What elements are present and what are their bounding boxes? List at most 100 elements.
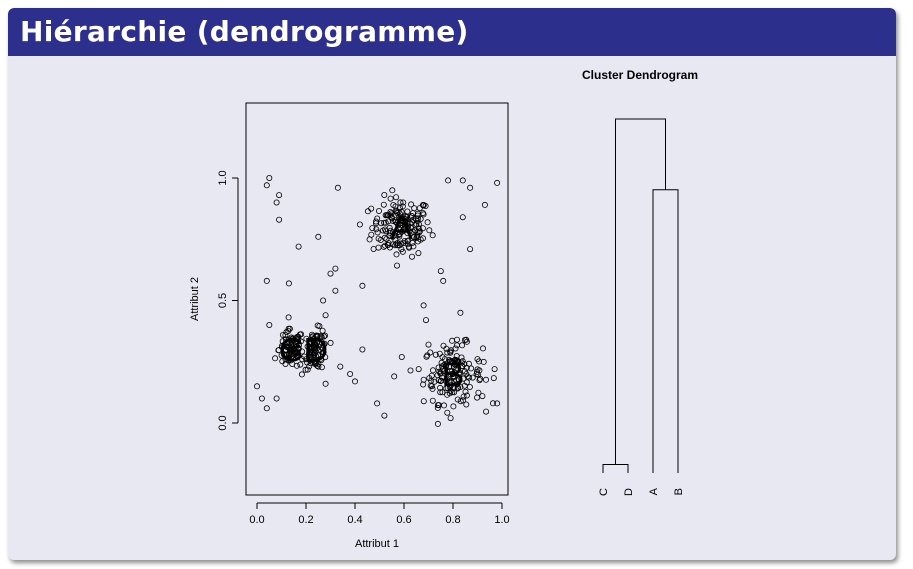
dendrogram-links — [602, 118, 679, 473]
data-point-D — [308, 339, 315, 346]
data-point-A — [405, 243, 412, 250]
data-point-B — [434, 404, 441, 411]
data-point-D — [320, 333, 327, 340]
data-point-B — [479, 345, 486, 352]
x-tick-label: 0.4 — [347, 514, 362, 526]
data-point-B — [434, 420, 441, 427]
data-point-B — [453, 377, 460, 384]
data-point-B — [482, 376, 489, 383]
x-tick-label: 0.8 — [445, 514, 460, 526]
data-point-B — [489, 400, 496, 407]
dendrogram-link-1 — [602, 464, 629, 473]
data-point-C — [279, 331, 286, 338]
data-point-B — [463, 392, 470, 399]
data-point-D — [313, 357, 320, 364]
data-point-C — [295, 342, 302, 349]
data-point-B — [453, 336, 460, 343]
data-point-A — [373, 226, 380, 233]
data-point-noise — [437, 268, 444, 275]
data-point-A — [393, 262, 400, 269]
data-point-A — [419, 225, 426, 232]
y-tick-label: 0.0 — [217, 415, 229, 430]
data-point-B — [438, 359, 445, 366]
data-point-B — [461, 368, 468, 375]
data-point-A — [372, 218, 379, 225]
data-point-A — [415, 221, 422, 228]
data-point-A — [413, 235, 420, 242]
data-point-B — [429, 385, 436, 392]
slide-title: Hiérarchie (dendrogramme) — [20, 15, 469, 48]
data-point-A — [398, 221, 405, 228]
y-axis: 0.0 0.5 1.0 — [217, 170, 239, 431]
data-point-noise — [481, 201, 488, 208]
data-point-B — [434, 372, 441, 379]
data-point-B — [429, 397, 436, 404]
data-point-A — [414, 229, 421, 236]
data-point-A — [374, 229, 381, 236]
data-point-C — [285, 314, 292, 321]
data-point-noise — [494, 400, 501, 407]
data-point-B — [459, 358, 466, 365]
dendrogram-leaf-B: B — [673, 488, 685, 495]
data-point-D — [304, 366, 311, 373]
data-point-D — [316, 323, 323, 330]
dendrogram-leaf-A: A — [648, 487, 660, 495]
data-point-A — [383, 228, 390, 235]
data-point-B — [429, 367, 436, 374]
data-point-B — [473, 371, 480, 378]
data-point-A — [381, 226, 388, 233]
plot-frame — [245, 102, 509, 496]
x-tick-label: 0.0 — [249, 514, 264, 526]
data-point-C — [278, 352, 285, 359]
data-point-A — [388, 215, 395, 222]
data-point-D — [314, 352, 321, 359]
data-point-A — [408, 201, 415, 208]
data-point-B — [449, 389, 456, 396]
data-point-B — [463, 371, 470, 378]
data-point-noise — [253, 383, 260, 390]
data-point-B — [437, 384, 444, 391]
data-point-A — [413, 221, 420, 228]
data-point-noise — [276, 192, 283, 199]
data-point-B — [426, 375, 433, 382]
data-point-C — [283, 328, 290, 335]
data-point-A — [390, 201, 397, 208]
data-point-noise — [266, 321, 273, 328]
data-point-A — [394, 242, 401, 249]
data-point-noise — [351, 378, 358, 385]
data-point-B — [476, 377, 483, 384]
data-point-C — [296, 331, 303, 338]
data-point-A — [419, 201, 426, 208]
data-point-B — [438, 363, 445, 370]
data-point-A — [397, 224, 404, 231]
data-point-A — [366, 236, 373, 243]
data-point-A — [381, 191, 388, 198]
data-point-noise — [273, 199, 280, 206]
data-point-D — [304, 359, 311, 366]
data-point-A — [375, 207, 382, 214]
data-point-noise — [381, 412, 388, 419]
data-point-B — [398, 353, 405, 360]
data-point-noise — [356, 221, 363, 228]
data-point-A — [377, 236, 384, 243]
data-point-B — [480, 358, 487, 365]
y-tick-label: 1.0 — [217, 170, 229, 185]
data-point-A — [397, 215, 404, 222]
data-point-A — [381, 219, 388, 226]
data-point-A — [403, 213, 410, 220]
data-point-noise — [263, 277, 270, 284]
data-point-B — [420, 398, 427, 405]
data-point-B — [458, 359, 465, 366]
data-point-C — [289, 335, 296, 342]
data-point-A — [393, 251, 400, 258]
data-point-noise — [422, 317, 429, 324]
data-point-B — [462, 388, 469, 395]
data-point-A — [387, 208, 394, 215]
data-point-noise — [459, 214, 466, 221]
data-point-A — [405, 237, 412, 244]
data-point-B — [423, 353, 430, 360]
data-point-noise — [491, 366, 498, 373]
data-point-B — [432, 351, 439, 358]
data-point-noise — [315, 233, 322, 240]
data-point-B — [463, 338, 470, 345]
